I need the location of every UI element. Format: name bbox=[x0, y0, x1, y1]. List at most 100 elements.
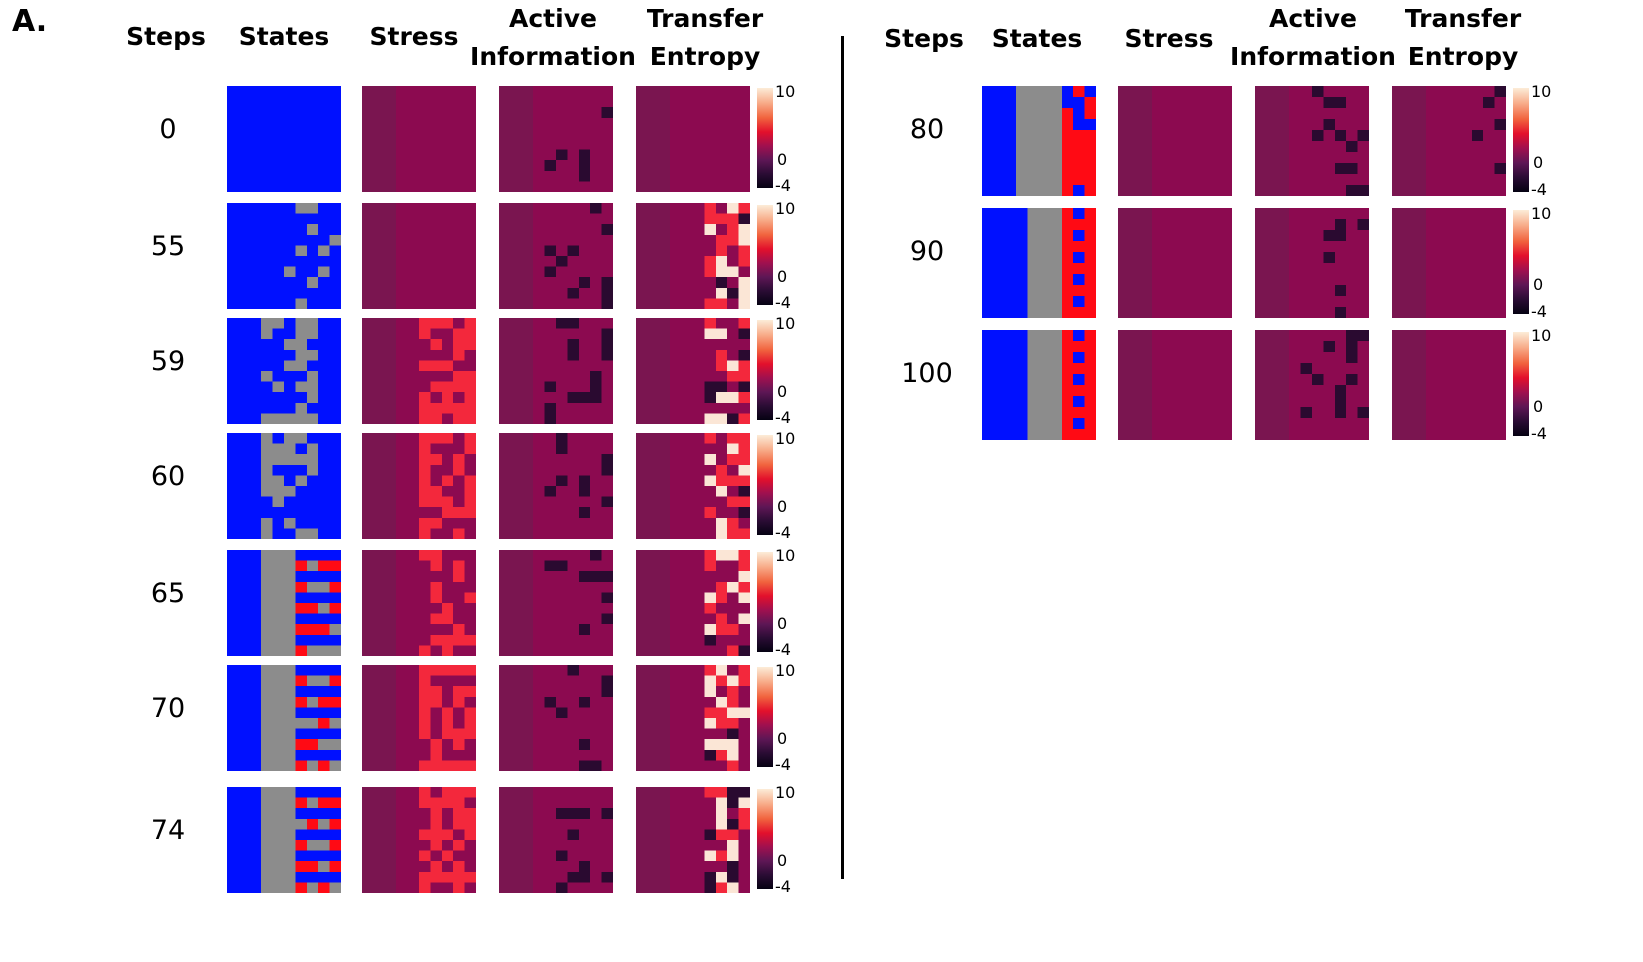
heatmap-cell bbox=[1084, 418, 1096, 430]
heatmap-cell bbox=[284, 277, 296, 289]
heatmap-cell bbox=[373, 624, 386, 636]
heatmap-cell bbox=[430, 349, 443, 361]
heatmap-cell bbox=[284, 818, 296, 830]
heatmap-cell bbox=[658, 613, 671, 625]
heatmap-cell bbox=[261, 613, 273, 625]
heatmap-cell bbox=[715, 339, 728, 351]
heatmap-cell bbox=[1152, 330, 1164, 342]
heatmap-cell bbox=[396, 287, 408, 299]
heatmap-cell bbox=[544, 318, 557, 329]
heatmap-cell bbox=[670, 328, 682, 340]
colorbar-min-label: -4 bbox=[1531, 180, 1547, 199]
heatmap-cell bbox=[306, 328, 319, 340]
heatmap-cell bbox=[533, 475, 545, 487]
heatmap-cell bbox=[362, 560, 374, 572]
step-label: 80 bbox=[909, 114, 945, 145]
heatmap-cell bbox=[704, 675, 717, 687]
heatmap-cell bbox=[738, 277, 750, 289]
heatmap-cell bbox=[295, 128, 308, 140]
heatmap-cell bbox=[533, 454, 545, 466]
heatmap-cell bbox=[521, 413, 534, 424]
heatmap-cell bbox=[407, 454, 420, 466]
heatmap-cell bbox=[407, 107, 420, 119]
heatmap-cell bbox=[1220, 418, 1232, 430]
heatmap-cell bbox=[453, 139, 465, 150]
heatmap-cell bbox=[1426, 219, 1438, 231]
heatmap-cell bbox=[362, 634, 374, 646]
heatmap-cell bbox=[419, 496, 431, 508]
heatmap-cell bbox=[1460, 130, 1473, 142]
heatmap-cell bbox=[373, 686, 386, 698]
heatmap-cell bbox=[601, 256, 613, 267]
heatmap-cell bbox=[373, 443, 386, 455]
heatmap-cell bbox=[419, 287, 431, 299]
heatmap-cell bbox=[1163, 396, 1176, 408]
heatmap-cell bbox=[544, 266, 557, 278]
heatmap-cell bbox=[453, 528, 465, 539]
heatmap-cell bbox=[1255, 119, 1267, 131]
heatmap-cell bbox=[1471, 385, 1484, 397]
heatmap-cell bbox=[407, 675, 420, 687]
heatmap-cell bbox=[499, 413, 511, 424]
heatmap-cell bbox=[738, 871, 750, 883]
heatmap-cell bbox=[1084, 86, 1096, 98]
heatmap-cell bbox=[567, 486, 580, 497]
transfer-entropy-heatmap bbox=[636, 787, 750, 893]
heatmap-cell bbox=[1289, 108, 1301, 120]
heatmap-cell bbox=[1277, 219, 1290, 231]
heatmap-cell bbox=[249, 96, 262, 108]
heatmap-cell bbox=[295, 170, 308, 182]
heatmap-cell bbox=[419, 624, 431, 636]
heatmap-cell bbox=[1152, 241, 1164, 253]
heatmap-cell bbox=[533, 686, 545, 698]
heatmap-cell bbox=[727, 117, 739, 129]
heatmap-cell bbox=[441, 787, 454, 798]
heatmap-cell bbox=[1289, 418, 1301, 430]
heatmap-cell bbox=[681, 454, 694, 466]
heatmap-cell bbox=[993, 274, 1006, 286]
heatmap-cell bbox=[261, 475, 273, 487]
heatmap-cell bbox=[396, 349, 408, 361]
header-te-left: Transfer Entropy bbox=[640, 0, 770, 76]
heatmap-cell bbox=[636, 850, 648, 862]
heatmap-cell bbox=[441, 749, 454, 761]
heatmap-cell bbox=[464, 381, 476, 393]
heatmap-cell bbox=[284, 392, 296, 404]
heatmap-cell bbox=[453, 128, 465, 140]
heatmap-cell bbox=[499, 277, 511, 289]
heatmap-cell bbox=[1061, 141, 1074, 153]
stress-heatmap bbox=[362, 665, 476, 771]
heatmap-cell bbox=[704, 592, 717, 604]
heatmap-cell bbox=[1118, 163, 1130, 175]
heatmap-cell bbox=[1197, 396, 1210, 408]
heatmap-cell bbox=[227, 665, 239, 676]
heatmap-cell bbox=[704, 871, 717, 883]
heatmap-cell bbox=[693, 402, 705, 414]
heatmap-cell bbox=[1414, 185, 1427, 196]
heatmap-cell bbox=[693, 181, 705, 192]
heatmap-cell bbox=[1027, 141, 1040, 153]
heatmap-cell bbox=[1437, 86, 1450, 98]
heatmap-cell bbox=[658, 96, 671, 108]
heatmap-cell bbox=[499, 496, 511, 508]
colorbar-min-label: -4 bbox=[775, 293, 791, 312]
heatmap-cell bbox=[693, 433, 705, 444]
heatmap-cell bbox=[556, 861, 568, 873]
heatmap-cell bbox=[636, 634, 648, 646]
heatmap-cell bbox=[1118, 185, 1130, 196]
heatmap-cell bbox=[430, 797, 443, 809]
heatmap-cell bbox=[318, 464, 330, 476]
heatmap-cell bbox=[362, 298, 374, 309]
heatmap-cell bbox=[249, 128, 262, 140]
heatmap-cell bbox=[670, 318, 682, 329]
heatmap-cell bbox=[499, 287, 511, 299]
heatmap-cell bbox=[1016, 374, 1028, 386]
heatmap-cell bbox=[249, 550, 262, 561]
heatmap-cell bbox=[658, 181, 671, 192]
heatmap-cell bbox=[284, 882, 296, 893]
heatmap-cell bbox=[1163, 152, 1176, 164]
heatmap-cell bbox=[1004, 429, 1017, 440]
heatmap-cell bbox=[1027, 296, 1040, 308]
heatmap-cell bbox=[510, 298, 523, 309]
heatmap-cell bbox=[329, 550, 341, 561]
